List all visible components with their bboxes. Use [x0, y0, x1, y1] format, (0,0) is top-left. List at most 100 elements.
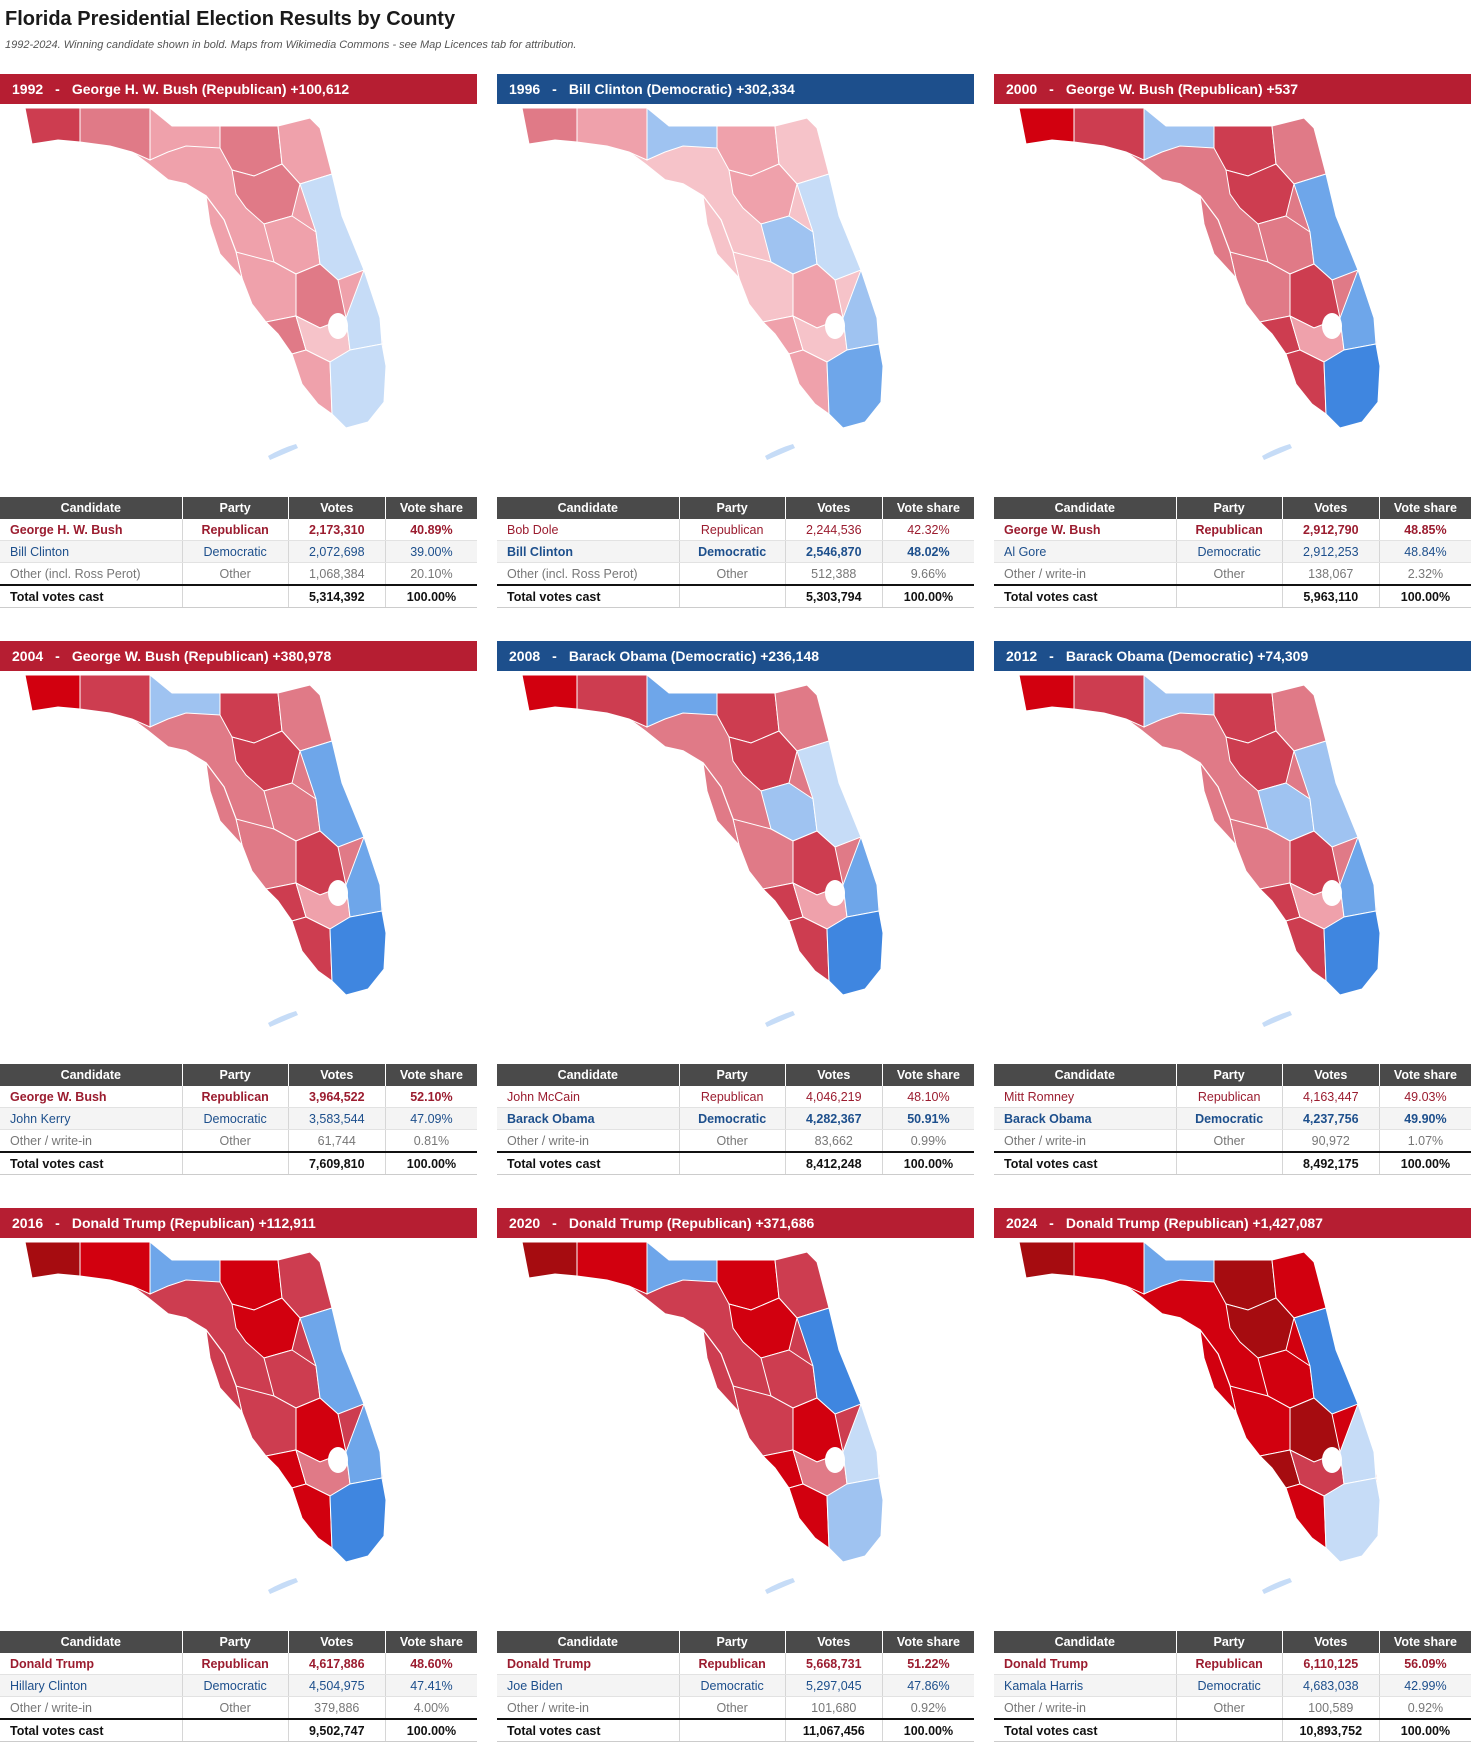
- cell-share: 40.89%: [385, 519, 477, 541]
- cell-total-party: [679, 1718, 786, 1742]
- cell-total-party: [182, 1718, 289, 1742]
- cell-total-share: 100.00%: [385, 584, 477, 608]
- cell-votes: 379,886: [288, 1696, 386, 1720]
- cell-total-share: 100.00%: [882, 1718, 974, 1742]
- cell-total-share: 100.00%: [1379, 1718, 1471, 1742]
- cell-share: 48.84%: [1379, 540, 1471, 563]
- table-row: Other / write-in Other 83,662 0.99%: [497, 1129, 974, 1153]
- banner-year: 2016: [12, 1215, 44, 1231]
- county-region: [646, 106, 718, 161]
- cell-votes: 5,297,045: [785, 1674, 883, 1697]
- cell-candidate: John McCain: [497, 1086, 680, 1108]
- cell-share: 48.02%: [882, 540, 974, 563]
- result-banner: 1996- Bill Clinton (Democratic) +302,334: [497, 74, 974, 104]
- cell-candidate: Other / write-in: [994, 562, 1177, 586]
- cell-party: Other: [679, 562, 786, 586]
- cell-total-share: 100.00%: [385, 1718, 477, 1742]
- cell-candidate: Bill Clinton: [0, 540, 183, 563]
- cell-total-votes: 5,963,110: [1282, 584, 1380, 608]
- banner-year: 2024: [1006, 1215, 1038, 1231]
- county-region: [79, 674, 151, 728]
- county-region: [1073, 107, 1145, 161]
- cell-share: 0.81%: [385, 1129, 477, 1153]
- county-region: [205, 762, 243, 847]
- table-row: Other / write-in Other 61,744 0.81%: [0, 1129, 477, 1153]
- county-region: [205, 1329, 243, 1414]
- cell-share: 0.92%: [1379, 1696, 1471, 1720]
- table-row: Donald Trump Republican 4,617,886 48.60%: [0, 1653, 477, 1675]
- county-region: [1073, 1241, 1145, 1295]
- county-region: [1199, 762, 1237, 847]
- cell-party: Republican: [679, 1086, 786, 1108]
- table-row: Hillary Clinton Democratic 4,504,975 47.41%: [0, 1674, 477, 1697]
- cell-votes: 83,662: [785, 1129, 883, 1153]
- county-region: [24, 1241, 81, 1279]
- col-header-votes: Votes: [288, 1631, 386, 1653]
- total-row: Total votes cast 5,963,110 100.00%: [994, 584, 1471, 608]
- cell-party: Republican: [1176, 1653, 1283, 1675]
- results-table: Candidate Party Votes Vote share Mitt Romney…: [994, 1064, 1471, 1175]
- cell-party: Other: [1176, 562, 1283, 586]
- table-header-row: Candidate Party Votes Vote share: [0, 1064, 477, 1086]
- table-row: Bill Clinton Democratic 2,072,698 39.00%: [0, 540, 477, 563]
- table-row: George H. W. Bush Republican 2,173,310 40.8…: [0, 519, 477, 541]
- county-region: [329, 910, 387, 996]
- col-header-votes: Votes: [1282, 1064, 1380, 1086]
- col-header-candidate: Candidate: [994, 1631, 1177, 1653]
- total-row: Total votes cast 5,314,392 100.00%: [0, 584, 477, 608]
- county-region: [1143, 1240, 1215, 1295]
- results-table: Candidate Party Votes Vote share Donald Trum…: [0, 1631, 477, 1742]
- cell-party: Other: [679, 1696, 786, 1720]
- result-banner: 2020- Donald Trump (Republican) +371,686: [497, 1208, 974, 1238]
- county-region: [149, 1240, 221, 1295]
- cell-votes: 2,072,698: [288, 540, 386, 563]
- county-region: [576, 674, 648, 728]
- cell-candidate: Other (incl. Ross Perot): [497, 562, 680, 586]
- cell-party: Other: [182, 562, 289, 586]
- cell-votes: 1,068,384: [288, 562, 386, 586]
- results-table: Candidate Party Votes Vote share George H. W…: [0, 497, 477, 608]
- col-header-candidate: Candidate: [994, 497, 1177, 519]
- cell-party: Democratic: [1176, 1674, 1283, 1697]
- banner-headline: George W. Bush (Republican) +537: [1065, 81, 1299, 97]
- banner-headline: George W. Bush (Republican) +380,978: [71, 648, 332, 664]
- cell-votes: 138,067: [1282, 562, 1380, 586]
- banner-separator: -: [552, 1215, 557, 1231]
- election-panel: 2004- George W. Bush (Republican) +380,97…: [0, 641, 477, 1175]
- table-row: Other (incl. Ross Perot) Other 512,388 9.66…: [497, 562, 974, 586]
- col-header-party: Party: [182, 1064, 289, 1086]
- county-region: [1143, 673, 1215, 728]
- county-region: [1323, 910, 1381, 996]
- county-region: [1339, 835, 1377, 918]
- county-region: [291, 349, 333, 415]
- cell-candidate: Barack Obama: [497, 1107, 680, 1130]
- cell-votes: 2,173,310: [288, 519, 386, 541]
- col-header-share: Vote share: [385, 497, 477, 519]
- col-header-share: Vote share: [1379, 1064, 1471, 1086]
- lake-okeechobee: [1322, 313, 1342, 339]
- table-row: Other / write-in Other 379,886 4.00%: [0, 1696, 477, 1720]
- cell-share: 47.86%: [882, 1674, 974, 1697]
- page-subtitle: 1992-2024. Winning candidate shown in bo…: [5, 39, 577, 51]
- cell-party: Democratic: [182, 1674, 289, 1697]
- cell-total-share: 100.00%: [1379, 1151, 1471, 1175]
- table-row: Other (incl. Ross Perot) Other 1,068,384 20…: [0, 562, 477, 586]
- cell-party: Democratic: [182, 1107, 289, 1130]
- banner-year: 2000: [1006, 81, 1038, 97]
- cell-total-label: Total votes cast: [994, 584, 1177, 608]
- cell-share: 42.99%: [1379, 1674, 1471, 1697]
- col-header-share: Vote share: [385, 1064, 477, 1086]
- banner-year: 1992: [12, 81, 44, 97]
- cell-candidate: Other / write-in: [994, 1129, 1177, 1153]
- florida-map: [521, 106, 884, 460]
- result-banner: 2012- Barack Obama (Democratic) +74,309: [994, 641, 1471, 671]
- county-region: [79, 1241, 151, 1295]
- col-header-votes: Votes: [288, 497, 386, 519]
- table-row: Other / write-in Other 90,972 1.07%: [994, 1129, 1471, 1153]
- cell-total-votes: 5,314,392: [288, 584, 386, 608]
- county-region: [205, 195, 243, 280]
- county-region: [345, 268, 383, 351]
- cell-party: Other: [1176, 1129, 1283, 1153]
- cell-share: 2.32%: [1379, 562, 1471, 586]
- florida-keys: [765, 444, 795, 460]
